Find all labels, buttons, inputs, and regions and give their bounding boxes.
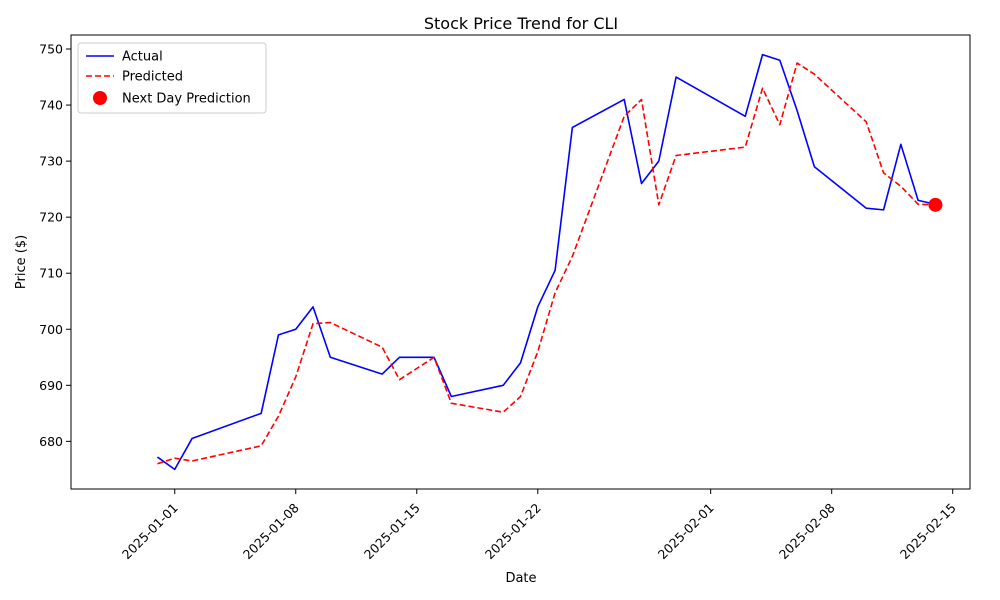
y-axis-label: Price ($) (14, 235, 29, 289)
x-axis-label: Date (505, 571, 536, 586)
legend-box (77, 42, 267, 114)
x-tick-label: 2025-02-01 (655, 500, 717, 562)
x-tick-label: 2025-01-01 (119, 500, 181, 562)
y-tick-label: 750 (39, 42, 63, 57)
plot-frame (70, 34, 971, 490)
series-line-actual (156, 53, 936, 471)
y-tick-label: 690 (39, 378, 63, 393)
y-axis: 680 690 700 710 720 730 740 750 (39, 42, 71, 449)
y-tick-label: 700 (39, 322, 63, 337)
x-tick-label: 2025-01-15 (361, 500, 423, 562)
series-line-predicted (157, 62, 936, 465)
y-tick-label: 680 (39, 434, 63, 449)
x-tick-label: 2025-01-08 (240, 500, 302, 562)
legend-label: Next Day Prediction (122, 92, 251, 107)
legend-label: Predicted (122, 70, 183, 85)
legend: Actual Predicted Next Day Prediction (77, 42, 267, 114)
x-tick-label: 2025-02-08 (776, 500, 838, 562)
x-tick-label: 2025-02-15 (897, 500, 959, 562)
y-tick-label: 720 (39, 210, 63, 225)
plot-area (156, 53, 943, 471)
y-tick-label: 740 (39, 98, 63, 113)
y-tick-label: 730 (39, 154, 63, 169)
x-axis: 2025-01-01 2025-01-08 2025-01-15 2025-01-22… (119, 489, 959, 562)
legend-label: Actual (122, 50, 163, 65)
chart-title: Stock Price Trend for CLI (424, 14, 618, 33)
y-tick-label: 710 (39, 266, 63, 281)
legend-swatch-marker (93, 91, 107, 105)
next-day-prediction-point (928, 197, 943, 212)
x-tick-label: 2025-01-22 (482, 500, 544, 562)
